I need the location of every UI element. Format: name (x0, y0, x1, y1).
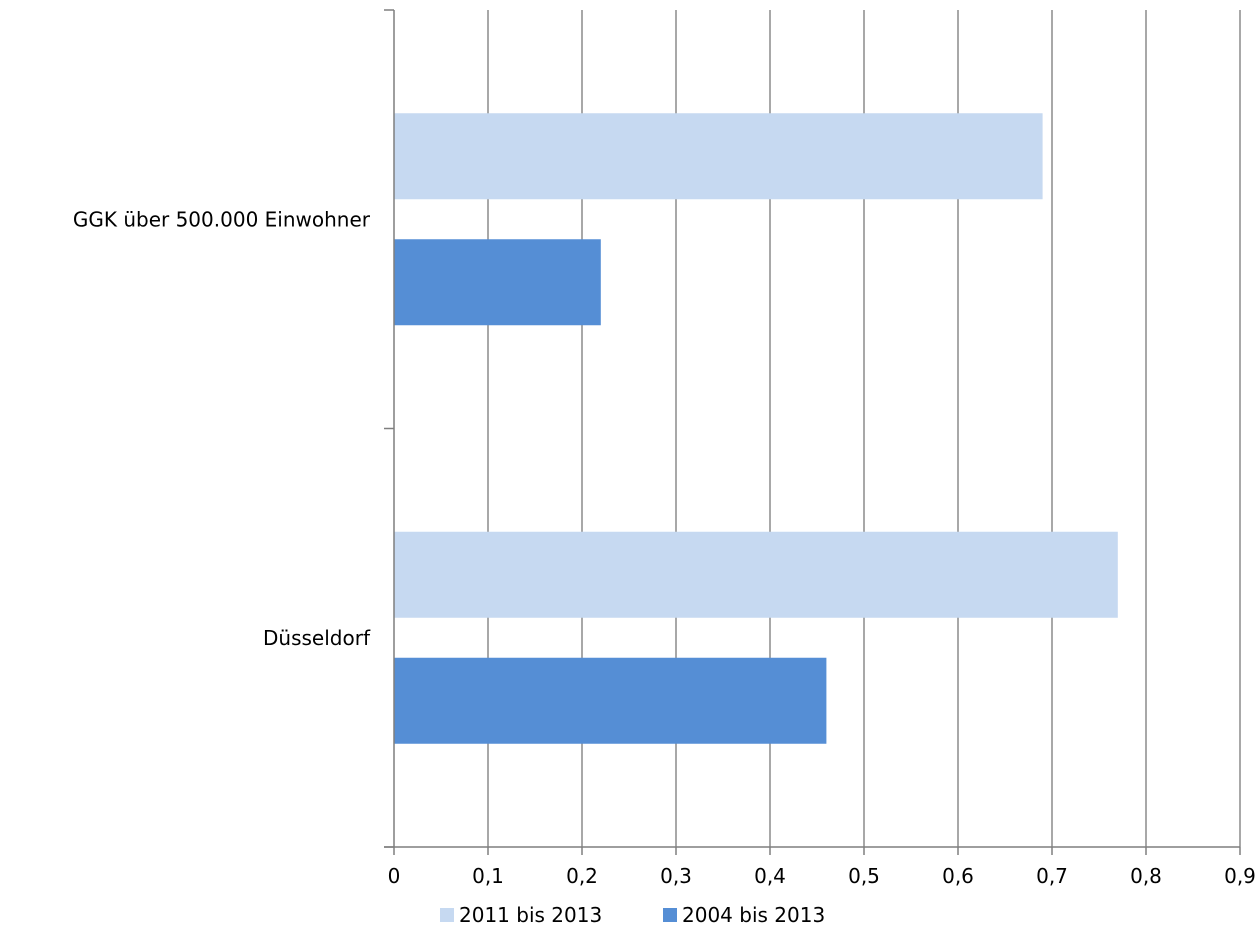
bar-duesseldorf-series-2 (394, 657, 827, 744)
x-tick-label-9: 0,9 (1224, 864, 1256, 888)
legend-label-2: 2004 bis 2013 (682, 903, 825, 927)
x-tick-label-3: 0,3 (660, 864, 692, 888)
x-tick-label-2: 0,2 (566, 864, 598, 888)
legend-swatch-2 (663, 908, 677, 922)
x-tick-label-7: 0,7 (1036, 864, 1068, 888)
legend-label-1: 2011 bis 2013 (459, 903, 602, 927)
x-tick-label-4: 0,4 (754, 864, 786, 888)
category-label-2: Düsseldorf (263, 626, 371, 650)
legend: 2011 bis 2013 2004 bis 2013 (440, 903, 825, 927)
labels: GGK über 500.000 Einwohner Düsseldorf 0 0,1… (73, 207, 1256, 888)
bar-ggk-series-2 (394, 239, 601, 326)
bars (394, 113, 1118, 744)
x-tick-label-0: 0 (388, 864, 401, 888)
x-tick-label-5: 0,5 (848, 864, 880, 888)
bar-duesseldorf-series-1 (394, 531, 1118, 618)
x-tick-label-1: 0,1 (472, 864, 504, 888)
axes (384, 9, 1241, 855)
legend-swatch-1 (440, 908, 454, 922)
x-tick-label-8: 0,8 (1130, 864, 1162, 888)
category-label-1: GGK über 500.000 Einwohner (73, 207, 371, 231)
x-tick-label-6: 0,6 (942, 864, 974, 888)
bar-ggk-series-1 (394, 113, 1043, 200)
